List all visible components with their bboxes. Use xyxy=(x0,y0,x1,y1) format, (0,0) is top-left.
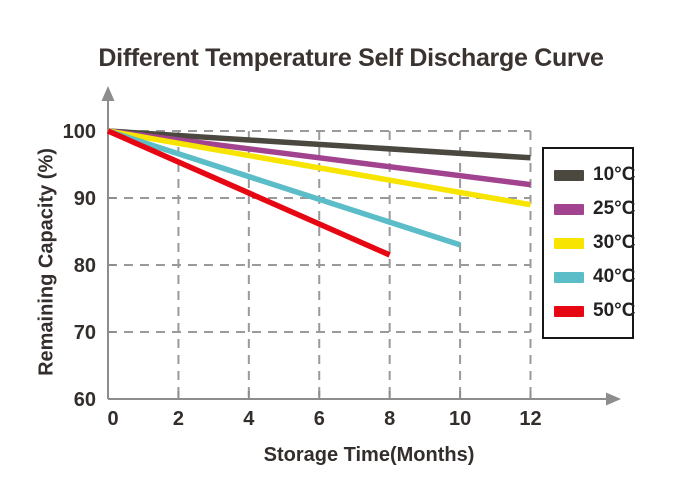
x-tick-label: 4 xyxy=(243,408,255,430)
chart-title: Different Temperature Self Discharge Cur… xyxy=(98,44,604,72)
legend-label: 50°C xyxy=(593,300,636,321)
x-tick-label: 8 xyxy=(384,408,395,430)
series-line-40c xyxy=(107,128,461,248)
x-axis-label: Storage Time(Months) xyxy=(263,444,475,466)
legend-swatch xyxy=(554,237,584,249)
legend: 10°C 25°C 30°C 40°C 50°C xyxy=(542,147,636,339)
y-tick-label: 90 xyxy=(74,188,96,210)
y-tick-label: 60 xyxy=(74,389,96,411)
x-tick-label: 2 xyxy=(173,408,184,430)
legend-label: 30°C xyxy=(593,232,636,253)
legend-label: 25°C xyxy=(593,198,636,219)
legend-swatch xyxy=(554,305,584,317)
legend-item: 50°C xyxy=(554,300,636,322)
legend-item: 40°C xyxy=(554,266,636,288)
legend-label: 40°C xyxy=(593,266,636,287)
up-arrow-icon xyxy=(101,86,115,101)
legend-label: 10°C xyxy=(593,164,636,185)
legend-item: 25°C xyxy=(554,198,636,220)
x-tick-label: 6 xyxy=(314,408,325,430)
legend-item: 30°C xyxy=(554,232,636,254)
legend-swatch xyxy=(554,271,584,283)
series-line-30c xyxy=(107,128,531,208)
y-axis-label: Remaining Capacity (%) xyxy=(35,148,58,376)
y-tick-label: 80 xyxy=(74,255,96,277)
x-tick-label: 12 xyxy=(519,408,541,430)
series-line-25c xyxy=(107,128,531,188)
y-tick-label: 100 xyxy=(63,121,96,143)
y-tick-label: 70 xyxy=(74,322,96,344)
legend-swatch xyxy=(554,203,584,215)
series-line-50c xyxy=(106,128,391,258)
x-tick-label: 0 xyxy=(107,408,118,430)
right-arrow-icon xyxy=(606,392,621,406)
series-line-10c xyxy=(107,128,531,161)
x-tick-label: 10 xyxy=(449,408,471,430)
legend-swatch xyxy=(554,169,584,181)
legend-item: 10°C xyxy=(554,164,636,186)
